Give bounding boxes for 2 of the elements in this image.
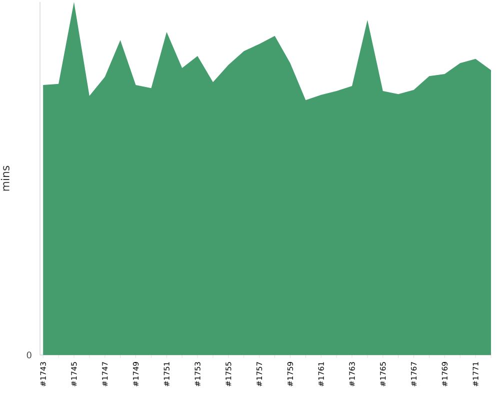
y-axis-title: mins	[0, 166, 10, 191]
text: 0	[26, 352, 32, 358]
